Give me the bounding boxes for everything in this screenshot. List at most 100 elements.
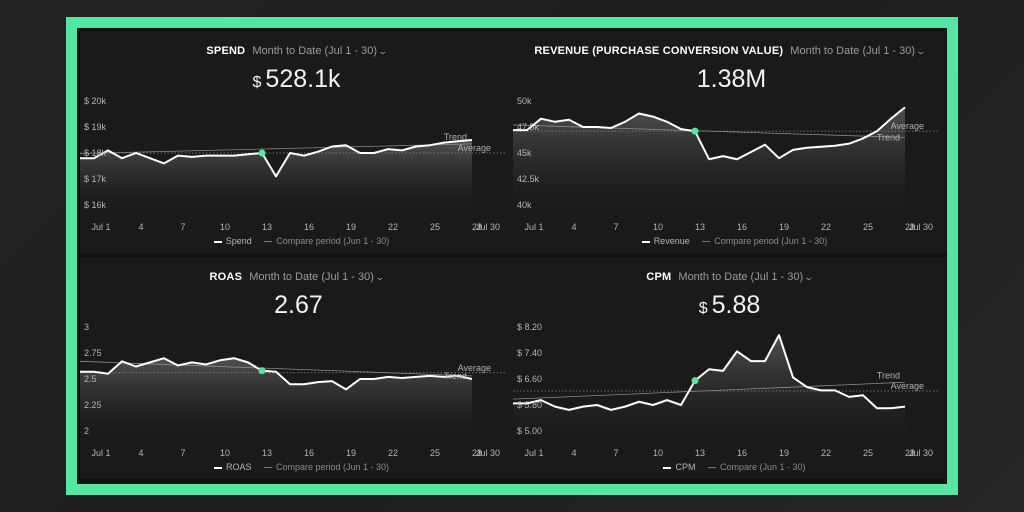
y-tick-label: 2.75 (84, 348, 102, 358)
x-tick-label: 28 (472, 448, 482, 458)
x-tick-label: 7 (613, 222, 618, 232)
metric-value: $528.1k (80, 65, 513, 94)
metric-value: 2.67 (80, 291, 513, 320)
roas-panel: ROAS Month to Date (Jul 1 - 30)⌄ 2.67 Av… (80, 257, 513, 479)
x-tick-label: 28 (905, 448, 915, 458)
legend-compare: Compare period (Jun 1 - 30) (276, 236, 390, 246)
revenue-panel: REVENUE (PURCHASE CONVERSION VALUE) Mont… (513, 31, 946, 253)
trend-line (513, 124, 906, 138)
x-tick-label: 4 (571, 222, 576, 232)
y-tick-label: 2.25 (84, 400, 102, 410)
x-tick-label: Jul 1 (91, 222, 110, 232)
metric-title: ROAS (209, 271, 243, 283)
y-tick-label: 47.5k (517, 122, 540, 132)
chart-legend[interactable]: ROAS Compare period (Jun 1 - 30) (80, 462, 513, 472)
x-tick-label: 10 (220, 448, 230, 458)
x-tick-label: 22 (821, 222, 831, 232)
metric-value-number: 2.67 (274, 291, 323, 319)
y-tick-label: $ 16k (84, 200, 107, 210)
legend-swatch-primary (663, 466, 672, 469)
x-tick-label: Jul 30 (476, 222, 500, 232)
metric-title: SPEND (206, 45, 246, 57)
legend-swatch-primary (213, 240, 222, 243)
series-line (513, 334, 906, 411)
series-area (513, 335, 905, 439)
legend-primary: Revenue (653, 236, 690, 246)
period-label: Month to Date (Jul 1 - 30) (252, 45, 378, 57)
spend-panel: SPEND Month to Date (Jul 1 - 30)⌄ $528.1… (80, 31, 513, 253)
x-tick-label: 4 (571, 448, 576, 458)
panel-header: REVENUE (PURCHASE CONVERSION VALUE) Mont… (513, 45, 946, 57)
legend-primary: CPM (675, 462, 696, 472)
x-tick-label: 25 (430, 222, 440, 232)
currency-symbol: $ (252, 74, 262, 91)
average-label: Average (458, 363, 491, 373)
x-tick-label: 4 (138, 448, 143, 458)
y-tick-label: 2 (84, 426, 89, 436)
y-tick-label: $ 18k (84, 148, 107, 158)
period-label: Month to Date (Jul 1 - 30) (790, 45, 916, 57)
series-line (513, 106, 906, 161)
panel-header: SPEND Month to Date (Jul 1 - 30)⌄ (80, 45, 513, 57)
period-dropdown[interactable]: Month to Date (Jul 1 - 30)⌄ (790, 45, 926, 57)
x-tick-label: 25 (863, 222, 873, 232)
metric-title: REVENUE (PURCHASE CONVERSION VALUE) (534, 45, 784, 57)
metric-value-number: 528.1k (265, 65, 341, 93)
legend-primary: Spend (225, 236, 252, 246)
x-tick-label: 22 (388, 222, 398, 232)
period-dropdown[interactable]: Month to Date (Jul 1 - 30)⌄ (249, 271, 385, 283)
metric-value: 1.38M (513, 65, 946, 94)
chart-legend[interactable]: Spend Compare period (Jun 1 - 30) (80, 236, 513, 246)
x-tick-label: 28 (472, 222, 482, 232)
chevron-down-icon: ⌄ (377, 46, 389, 56)
legend-compare: Compare (Jun 1 - 30) (719, 462, 806, 472)
legend-compare: Compare period (Jun 1 - 30) (714, 236, 828, 246)
period-dropdown[interactable]: Month to Date (Jul 1 - 30)⌄ (252, 45, 389, 57)
chart-legend[interactable]: Revenue Compare period (Jun 1 - 30) (513, 236, 946, 246)
x-tick-label: 19 (346, 222, 356, 232)
panel-header: ROAS Month to Date (Jul 1 - 30)⌄ (80, 271, 513, 283)
trend-label: Trend (444, 371, 467, 381)
x-tick-label: 16 (737, 448, 747, 458)
y-tick-label: $ 8.20 (517, 322, 542, 332)
period-label: Month to Date (Jul 1 - 30) (249, 271, 374, 283)
period-dropdown[interactable]: Month to Date (Jul 1 - 30)⌄ (678, 271, 814, 283)
cpm-panel: CPM Month to Date (Jul 1 - 30)⌄ $5.88 Av… (513, 257, 946, 479)
highlight-point (691, 127, 699, 135)
legend-primary: ROAS (225, 462, 252, 472)
x-tick-label: 16 (737, 222, 747, 232)
y-tick-label: 50k (517, 96, 532, 106)
y-tick-label: 40k (517, 200, 532, 210)
x-tick-label: 16 (304, 222, 314, 232)
x-tick-label: Jul 1 (524, 222, 543, 232)
series-line (80, 139, 473, 178)
trend-label: Trend (877, 132, 900, 142)
y-tick-label: $ 17k (84, 174, 107, 184)
highlight-point (258, 367, 266, 375)
series-line (80, 357, 473, 391)
legend-swatch-compare (707, 467, 716, 469)
chart-legend[interactable]: CPM Compare (Jun 1 - 30) (513, 462, 946, 472)
trend-line (80, 143, 473, 154)
y-tick-label: $ 5.00 (517, 426, 542, 436)
x-tick-label: 22 (388, 448, 398, 458)
metric-value-number: 5.88 (711, 291, 761, 319)
panel-header: CPM Month to Date (Jul 1 - 30)⌄ (513, 271, 946, 283)
y-tick-label: $ 20k (84, 96, 107, 106)
highlight-point (258, 149, 266, 157)
x-tick-label: 4 (138, 222, 143, 232)
x-tick-label: 13 (695, 222, 705, 232)
x-tick-label: Jul 30 (476, 448, 500, 458)
x-tick-label: 22 (821, 448, 831, 458)
trend-label: Trend (877, 370, 900, 380)
x-tick-label: 7 (180, 448, 185, 458)
x-tick-label: Jul 1 (524, 448, 543, 458)
x-tick-label: Jul 30 (909, 448, 933, 458)
y-tick-label: 3 (84, 322, 89, 332)
legend-swatch-primary (641, 240, 650, 243)
metric-title: CPM (646, 271, 672, 283)
y-tick-label: 45k (517, 148, 532, 158)
average-label: Average (891, 381, 924, 391)
y-tick-label: 42.5k (517, 174, 540, 184)
metric-value: $5.88 (513, 291, 946, 320)
